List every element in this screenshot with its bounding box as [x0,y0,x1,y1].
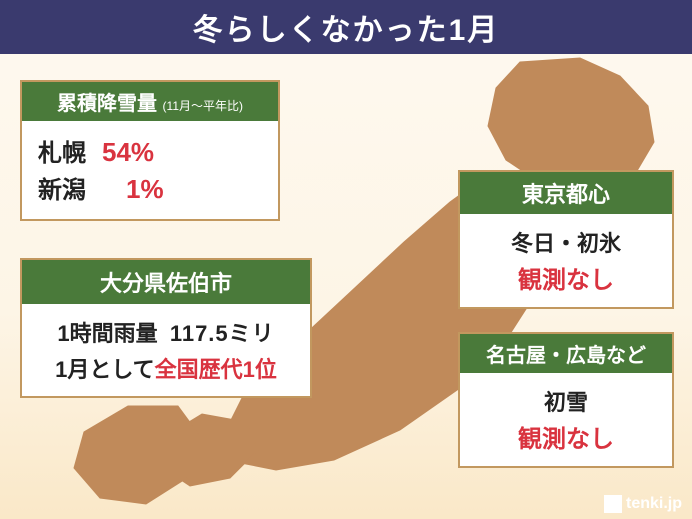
nagoya-status: 観測なし [472,419,660,454]
tokyo-card-title: 東京都心 [460,172,672,214]
tokyo-status: 観測なし [472,260,660,295]
snow-card: 累積降雪量 (11月～平年比) 札幌 54% 新潟 1% [20,80,280,221]
title-bar: 冬らしくなかった1月 [0,0,692,54]
site-logo: tenki.jp [604,495,682,513]
snow-row: 札幌 54% [38,133,262,168]
snow-title: 累積降雪量 [57,93,157,115]
snow-row: 新潟 1% [38,170,262,205]
nagoya-card-title: 名古屋・広島など [460,334,672,373]
snow-card-body: 札幌 54% 新潟 1% [22,121,278,219]
rain-card: 大分県佐伯市 1時間雨量 117.5ミリ 1月として全国歴代1位 [20,258,312,398]
rain-label: 1時間雨量 [57,321,157,346]
rain-line1: 1時間雨量 117.5ミリ [34,316,298,348]
snow-card-title: 累積降雪量 (11月～平年比) [22,82,278,121]
rain-value: 117.5ミリ [170,321,275,346]
rain-line2: 1月として全国歴代1位 [34,352,298,384]
snow-value: 54% [102,137,154,168]
logo-text: tenki.jp [626,495,682,513]
snow-value: 1% [126,174,164,205]
rain-rank: 全国歴代1位 [155,357,277,382]
snow-city: 札幌 [38,133,102,168]
tokyo-label: 冬日・初氷 [472,226,660,258]
nagoya-label: 初雪 [472,385,660,417]
nagoya-card-body: 初雪 観測なし [460,373,672,466]
nagoya-card: 名古屋・広島など 初雪 観測なし [458,332,674,468]
rain-card-body: 1時間雨量 117.5ミリ 1月として全国歴代1位 [22,304,310,396]
rain-card-title: 大分県佐伯市 [22,260,310,304]
snow-subtitle: (11月～平年比) [163,99,243,113]
rain-context: 1月として [55,357,155,382]
tokyo-card-body: 冬日・初氷 観測なし [460,214,672,307]
page-title: 冬らしくなかった1月 [193,5,500,49]
sun-icon [604,495,622,513]
snow-city: 新潟 [38,170,102,205]
tokyo-card: 東京都心 冬日・初氷 観測なし [458,170,674,309]
